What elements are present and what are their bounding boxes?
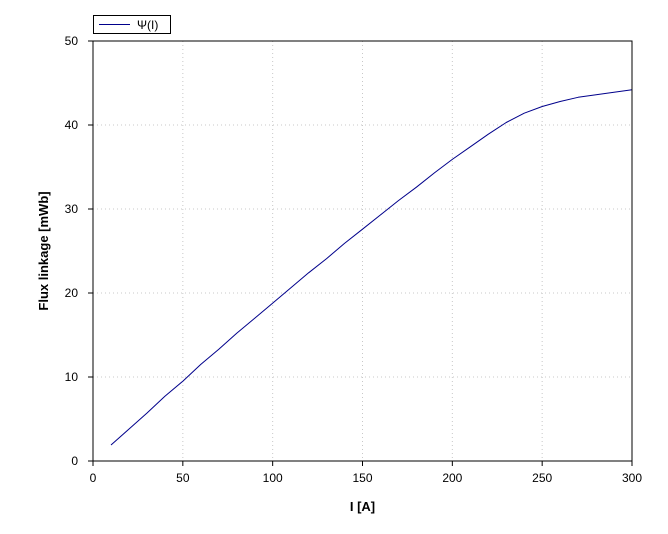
- x-tick-labels: 0 50 100 150 200 250 300: [90, 471, 643, 485]
- y-tick-label: 50: [65, 34, 79, 48]
- y-axis-title: Flux linkage [mWb]: [36, 191, 51, 310]
- x-tick-label: 100: [263, 471, 283, 485]
- x-tick-label: 0: [90, 471, 97, 485]
- y-tick-label: 0: [71, 454, 78, 468]
- x-axis-title: I [A]: [350, 499, 375, 514]
- legend-label: Ψ(I): [137, 18, 158, 32]
- plot-frame: [92, 40, 633, 462]
- x-tick-label: 250: [532, 471, 552, 485]
- axis-ticks: [88, 40, 633, 466]
- y-tick-label: 20: [65, 286, 79, 300]
- series-line-psi: [110, 89, 633, 446]
- y-tick-labels: 0 10 20 30 40 50: [65, 34, 79, 468]
- y-tick-label: 30: [65, 202, 79, 216]
- x-tick-label: 300: [622, 471, 642, 485]
- legend: Ψ(I): [93, 15, 171, 34]
- x-tick-label: 50: [176, 471, 190, 485]
- legend-box: [93, 15, 171, 34]
- x-tick-label: 200: [442, 471, 462, 485]
- y-tick-label: 40: [65, 118, 79, 132]
- plot-area: [93, 41, 632, 461]
- series-layer: [110, 89, 633, 446]
- y-tick-label: 10: [65, 370, 79, 384]
- x-tick-label: 150: [352, 471, 372, 485]
